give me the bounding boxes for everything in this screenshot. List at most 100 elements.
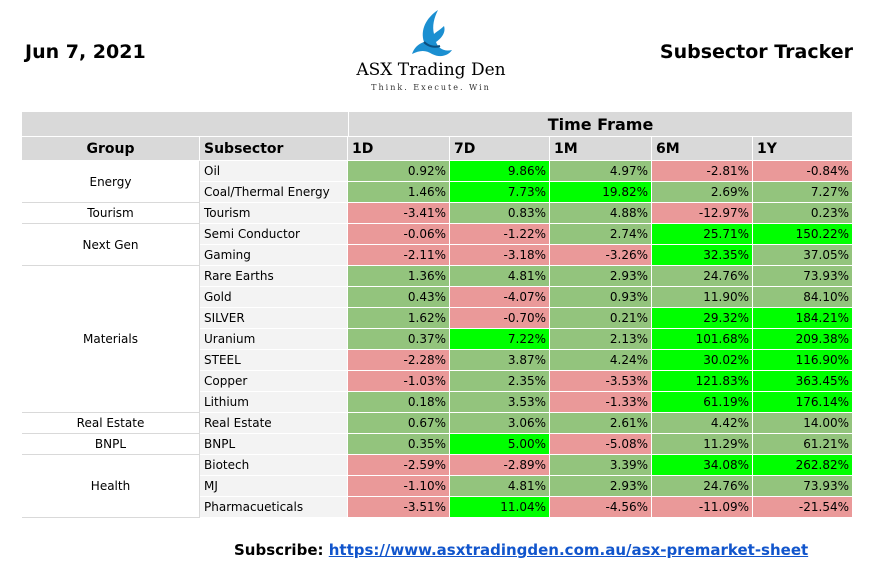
value-cell: 11.90% [652, 287, 753, 308]
value-cell: 2.93% [550, 266, 652, 287]
value-cell: 9.86% [450, 161, 550, 182]
value-cell: 0.35% [348, 434, 450, 455]
value-cell: 4.81% [450, 476, 550, 497]
group-name: Energy [22, 161, 200, 203]
column-header: 1Y [753, 137, 853, 161]
value-cell: 11.29% [652, 434, 753, 455]
page-title: Subsector Tracker [659, 41, 853, 63]
value-cell: 363.45% [753, 371, 853, 392]
value-cell: 3.87% [450, 350, 550, 371]
tracker-table: Time Frame Group Subsector 1D 7D 1M 6M 1Y Energy… [22, 112, 853, 519]
value-cell: 2.13% [550, 329, 652, 350]
subsector: Pharmacueticals [200, 497, 348, 518]
value-cell: 7.73% [450, 182, 550, 203]
value-cell: -3.41% [348, 203, 450, 224]
value-cell: -0.84% [753, 161, 853, 182]
value-cell: 101.68% [652, 329, 753, 350]
value-cell: 0.93% [550, 287, 652, 308]
value-cell: 1.36% [348, 266, 450, 287]
group-name: Tourism [22, 203, 200, 224]
value-cell: 61.21% [753, 434, 853, 455]
value-cell: 0.37% [348, 329, 450, 350]
subsector: SILVER [200, 308, 348, 329]
column-header: 1D [348, 137, 450, 161]
value-cell: 32.35% [652, 245, 753, 266]
value-cell: 116.90% [753, 350, 853, 371]
logo-icon [412, 10, 452, 57]
subsector: Oil [200, 161, 348, 182]
value-cell: -3.51% [348, 497, 450, 518]
value-cell: 1.62% [348, 308, 450, 329]
value-cell: 121.83% [652, 371, 753, 392]
value-cell: 176.14% [753, 392, 853, 413]
value-cell: -1.22% [450, 224, 550, 245]
value-cell: 34.08% [652, 455, 753, 476]
value-cell: 4.81% [450, 266, 550, 287]
group-name: Health [22, 455, 200, 518]
group-name: Next Gen [22, 224, 200, 266]
value-cell: -2.11% [348, 245, 450, 266]
value-cell: -1.10% [348, 476, 450, 497]
group-name: BNPL [22, 434, 200, 455]
value-cell: -4.56% [550, 497, 652, 518]
value-cell: 3.06% [450, 413, 550, 434]
subsector: Real Estate [200, 413, 348, 434]
column-header: 6M [652, 137, 753, 161]
subsector: Gold [200, 287, 348, 308]
subsector: Copper [200, 371, 348, 392]
value-cell: 1.46% [348, 182, 450, 203]
value-cell: -0.06% [348, 224, 450, 245]
value-cell: 11.04% [450, 497, 550, 518]
value-cell: 3.53% [450, 392, 550, 413]
value-cell: 4.42% [652, 413, 753, 434]
value-cell: -1.03% [348, 371, 450, 392]
value-cell: 4.88% [550, 203, 652, 224]
value-cell: 14.00% [753, 413, 853, 434]
subsector: STEEL [200, 350, 348, 371]
value-cell: 30.02% [652, 350, 753, 371]
value-cell: 0.83% [450, 203, 550, 224]
value-cell: -0.70% [450, 308, 550, 329]
value-cell: 73.93% [753, 266, 853, 287]
value-cell: 0.23% [753, 203, 853, 224]
value-cell: 2.74% [550, 224, 652, 245]
value-cell: -2.28% [348, 350, 450, 371]
value-cell: 4.97% [550, 161, 652, 182]
value-cell: 37.05% [753, 245, 853, 266]
column-header: Group [22, 137, 200, 161]
value-cell: -5.08% [550, 434, 652, 455]
value-cell: 0.21% [550, 308, 652, 329]
value-cell: 7.22% [450, 329, 550, 350]
value-cell: 0.67% [348, 413, 450, 434]
value-cell: -3.53% [550, 371, 652, 392]
value-cell: 24.76% [652, 476, 753, 497]
value-cell: -21.54% [753, 497, 853, 518]
subscribe-link[interactable]: https://www.asxtradingden.com.au/asx-pre… [328, 541, 809, 559]
super-header: Time Frame [348, 112, 853, 137]
logo-name: ASX Trading Den [356, 60, 506, 80]
value-cell: 2.61% [550, 413, 652, 434]
subscribe-label: Subscribe: [234, 541, 324, 559]
value-cell: -1.33% [550, 392, 652, 413]
subsector: Uranium [200, 329, 348, 350]
subsector: Coal/Thermal Energy [200, 182, 348, 203]
value-cell: 4.24% [550, 350, 652, 371]
value-cell: 19.82% [550, 182, 652, 203]
value-cell: 5.00% [450, 434, 550, 455]
column-header: 1M [550, 137, 652, 161]
value-cell: 2.35% [450, 371, 550, 392]
value-cell: 209.38% [753, 329, 853, 350]
value-cell: 0.43% [348, 287, 450, 308]
column-header: Subsector [200, 137, 348, 161]
value-cell: -2.81% [652, 161, 753, 182]
subsector: Biotech [200, 455, 348, 476]
value-cell: 3.39% [550, 455, 652, 476]
value-cell: 61.19% [652, 392, 753, 413]
group-name: Real Estate [22, 413, 200, 434]
value-cell: -11.09% [652, 497, 753, 518]
value-cell: 184.21% [753, 308, 853, 329]
value-cell: 29.32% [652, 308, 753, 329]
subsector: Rare Earths [200, 266, 348, 287]
footer: Subscribe: https://www.asxtradingden.com… [234, 541, 808, 559]
